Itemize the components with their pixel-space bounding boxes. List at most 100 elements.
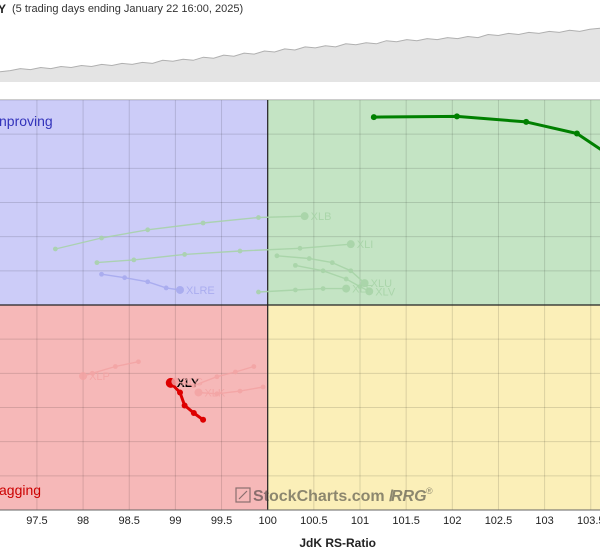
series-xlu: XLU <box>274 253 392 290</box>
series-point <box>292 262 298 268</box>
series-point <box>251 364 257 369</box>
series-point <box>99 271 104 277</box>
benchmark-overview-chart <box>0 18 600 100</box>
x-axis-label: JdK RS-Ratio <box>299 536 376 550</box>
ticker-title: Y <box>0 2 7 16</box>
x-tick-label: 102.5 <box>485 515 513 527</box>
series-point <box>214 391 220 397</box>
series-xlk: XLK <box>194 384 266 399</box>
watermark-logo-mark <box>238 490 248 500</box>
series-xli: XLI <box>94 239 374 266</box>
x-tick-label: 99 <box>169 515 181 527</box>
series-benchmark-tail <box>370 113 600 151</box>
quadrant-label-lagging: agging <box>0 482 41 498</box>
series-label: XLV <box>375 286 396 298</box>
stockcharts-watermark: StockCharts.com / RRG ® <box>235 486 433 505</box>
series-point <box>191 383 197 389</box>
series-tail-line <box>258 287 347 293</box>
x-tick-label: 103 <box>535 515 553 527</box>
series-point <box>89 370 95 376</box>
series-label: XLC <box>181 377 202 389</box>
watermark-registered: ® <box>426 486 433 496</box>
series-point <box>256 215 261 220</box>
overview-area <box>0 28 600 82</box>
series-point <box>145 227 151 233</box>
watermark-rrg: RRG <box>391 488 427 505</box>
series-point <box>232 369 238 375</box>
series-point <box>181 402 188 409</box>
series-xlre: XLRE <box>99 271 215 297</box>
series-point <box>357 284 363 289</box>
series-point <box>99 235 104 241</box>
series-head-point <box>171 377 180 386</box>
series-point <box>237 248 243 254</box>
series-head-point <box>365 287 374 296</box>
series-point <box>131 257 137 263</box>
series-point <box>343 276 349 282</box>
series-head-point <box>176 285 184 294</box>
series-xlb: XLB <box>52 211 332 252</box>
quadrant-improving <box>0 100 268 305</box>
x-tick-label: 98.5 <box>119 515 140 527</box>
series-tail-line <box>82 361 139 377</box>
series-head-point <box>346 240 355 249</box>
series-head-point <box>79 372 88 381</box>
quadrant-weakening <box>267 305 600 510</box>
x-tick-label: 97.5 <box>26 515 47 527</box>
x-tick-label: 102 <box>443 515 461 527</box>
series-point <box>200 220 206 226</box>
series-label: XLP <box>89 371 110 383</box>
series-tail-line <box>96 243 351 264</box>
series-point <box>573 130 580 137</box>
series-point <box>274 253 280 259</box>
series-point <box>145 279 151 285</box>
series-point <box>200 416 207 423</box>
series-xlf: XLF <box>256 284 373 296</box>
series-xlv: XLV <box>292 262 396 298</box>
series-label: XLB <box>311 211 332 223</box>
watermark-text: StockCharts.com / <box>253 488 394 505</box>
series-point <box>182 252 188 257</box>
series-head-point <box>300 212 309 221</box>
series-point <box>52 246 58 252</box>
series-point <box>306 256 312 261</box>
overview-line <box>0 27 600 73</box>
x-tick-label: 98 <box>77 515 89 527</box>
series-point <box>237 388 243 394</box>
x-tick-label: 101 <box>351 515 369 527</box>
series-tail-line <box>198 386 264 395</box>
series-xlp: XLP <box>79 359 141 383</box>
x-tick-label: 103.5 <box>577 515 600 527</box>
series-label: XLU <box>371 278 392 290</box>
series-point <box>329 260 335 266</box>
series-label: XLRE <box>186 285 215 297</box>
series-point <box>190 409 197 416</box>
watermark-logo-icon <box>235 487 251 503</box>
x-tick-label: 100.5 <box>300 515 328 527</box>
series-point <box>370 114 377 121</box>
x-tick-label: 100 <box>259 515 277 527</box>
quadrant-label-improving: nproving <box>0 113 53 129</box>
series-head-point <box>360 279 369 288</box>
series-point <box>320 268 326 274</box>
series-point <box>453 113 460 120</box>
series-head-point <box>342 284 351 293</box>
series-label: XLK <box>204 387 225 399</box>
series-point <box>260 384 266 390</box>
series-point <box>122 275 128 281</box>
series-tail-line <box>55 215 305 250</box>
chart-header: Y (5 trading days ending January 22 16:0… <box>0 0 600 18</box>
series-point <box>136 359 141 365</box>
series-point <box>292 287 298 293</box>
series-point <box>523 118 530 125</box>
series-point <box>214 374 220 380</box>
series-point <box>320 286 326 291</box>
series-point <box>256 289 261 295</box>
series-point <box>177 389 183 396</box>
series-label: XLI <box>357 239 374 251</box>
series-point <box>163 285 169 291</box>
x-tick-label: 99.5 <box>211 515 232 527</box>
quadrant-lagging <box>0 305 268 510</box>
series-point <box>297 245 303 251</box>
